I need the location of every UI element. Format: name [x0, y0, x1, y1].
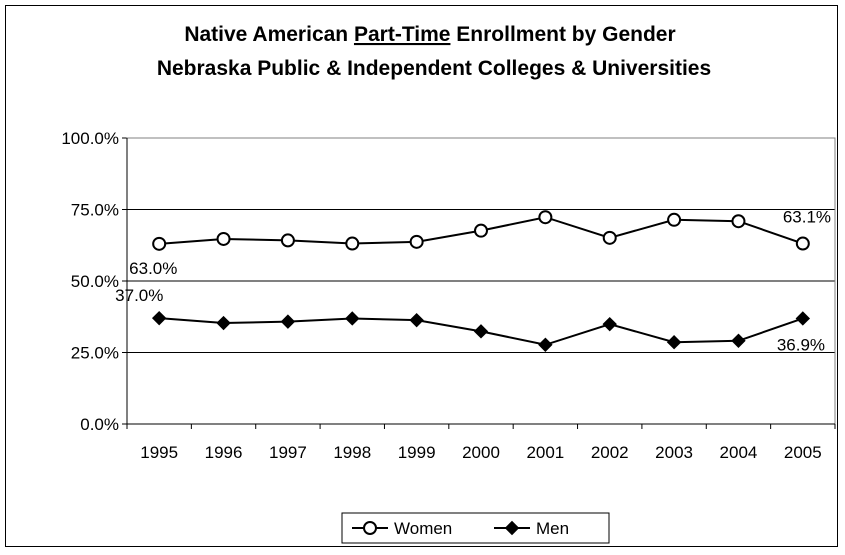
x-tick-label: 1998	[333, 443, 371, 462]
data-point-men	[216, 315, 231, 331]
data-point-women	[667, 212, 682, 227]
data-point-men	[538, 337, 553, 352]
data-point-men	[345, 311, 360, 326]
x-tick-label: 2003	[655, 443, 693, 462]
x-tick-label: 2002	[591, 443, 629, 462]
chart-frame	[5, 5, 838, 547]
legend-marker-men	[504, 520, 520, 536]
data-point-women	[602, 230, 617, 245]
x-tick-label: 1999	[398, 443, 436, 462]
x-tick-label: 2000	[462, 443, 500, 462]
data-point-men	[151, 310, 167, 326]
x-tick-label: 2005	[784, 443, 822, 462]
y-tick-label: 100.0%	[61, 129, 119, 148]
data-point-women	[731, 214, 746, 229]
chart-title-prefix: Native American	[184, 23, 354, 46]
x-tick-label: 1995	[140, 443, 178, 462]
chart-subtitle: Nebraska Public & Independent Colleges &…	[157, 57, 711, 80]
data-label-women-first: 63.0%	[129, 259, 177, 278]
x-tick-label: 2004	[720, 443, 758, 462]
data-label-men-last: 36.9%	[777, 335, 825, 354]
data-point-women	[409, 234, 424, 249]
data-point-men	[666, 334, 682, 350]
data-point-women	[345, 236, 360, 251]
legend-label-men: Men	[536, 519, 569, 538]
data-point-women	[280, 233, 295, 248]
y-tick-label: 75.0%	[71, 201, 119, 220]
data-label-men-first: 37.0%	[115, 286, 163, 305]
data-point-men	[473, 324, 489, 339]
y-tick-label: 50.0%	[71, 272, 119, 291]
chart-title-underlined: Part-Time	[354, 23, 450, 46]
data-point-women	[474, 223, 488, 238]
chart-title-suffix: Enrollment by Gender	[450, 23, 675, 46]
chart-title: Native American Part-Time Enrollment by …	[184, 23, 675, 46]
data-point-women	[216, 231, 231, 246]
data-point-women	[795, 236, 810, 251]
data-point-men	[409, 312, 424, 328]
data-point-men	[795, 311, 811, 326]
legend-marker-women	[363, 521, 377, 535]
x-tick-label: 1997	[269, 443, 307, 462]
y-tick-label: 25.0%	[71, 344, 119, 363]
legend-label-women: Women	[394, 519, 452, 538]
data-point-men	[280, 314, 296, 329]
data-point-men	[602, 316, 617, 332]
y-tick-label: 0.0%	[80, 415, 119, 434]
data-label-women-last: 63.1%	[783, 208, 831, 227]
data-point-women	[152, 236, 167, 251]
data-point-men	[731, 333, 746, 348]
x-tick-label: 1996	[205, 443, 243, 462]
plot-area: 0.0% 25.0% 50.0% 75.0% 100.0% 1995 1996 1997 199…	[61, 129, 836, 462]
data-point-women	[538, 210, 553, 225]
x-tick-label: 2001	[526, 443, 564, 462]
legend: Women Men	[341, 512, 610, 544]
